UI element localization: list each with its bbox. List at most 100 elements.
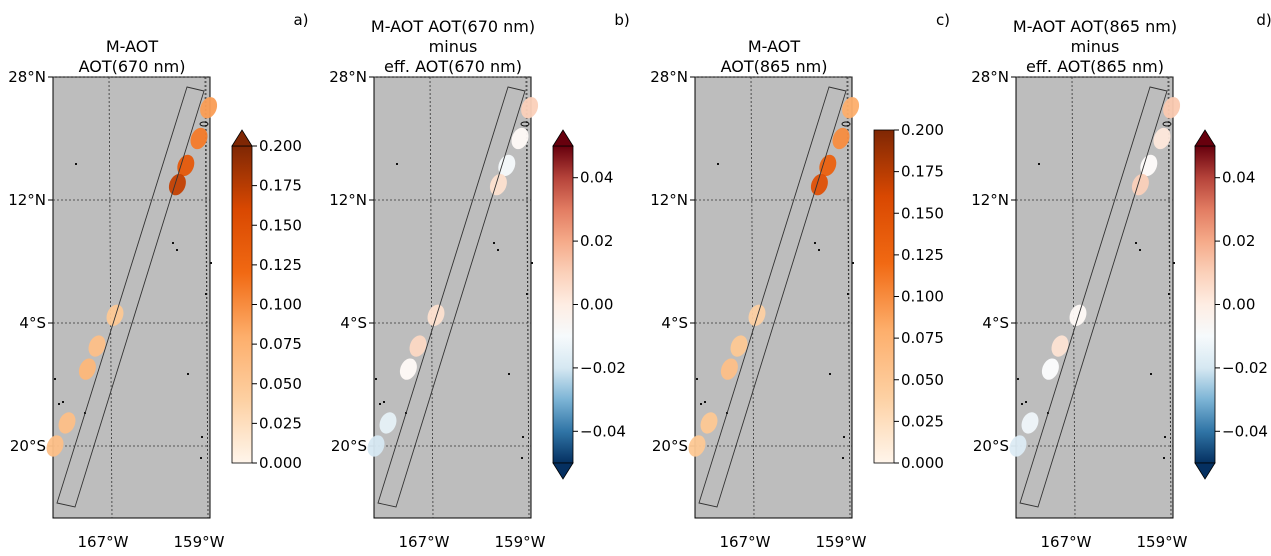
aot-cluster <box>399 358 417 380</box>
aot-cluster <box>409 335 427 357</box>
island <box>1150 373 1152 375</box>
aot-cluster <box>379 412 397 434</box>
island <box>1168 293 1170 295</box>
panel-label: c) <box>936 11 950 29</box>
aot-cluster <box>1153 127 1171 150</box>
lon-gridline <box>846 76 851 519</box>
lat-tick-label: 4°S <box>982 314 1009 332</box>
lon-gridline <box>429 76 434 519</box>
island <box>58 403 60 405</box>
lon-gridline <box>847 76 851 519</box>
colorbar-extend-min <box>1194 462 1216 480</box>
island <box>1139 249 1141 251</box>
panel-title-line: AOT(670 nm) <box>79 57 186 76</box>
island <box>200 457 202 459</box>
colorbar-extend-max <box>231 129 253 147</box>
island <box>187 373 189 375</box>
aot-cluster <box>427 304 445 326</box>
colorbar-extend-min <box>552 462 574 480</box>
colorbar-tick-label: 0.075 <box>901 329 944 347</box>
lat-tick-label: 20°S <box>10 437 46 455</box>
map-ocean <box>52 76 211 519</box>
island <box>1135 242 1137 244</box>
island <box>508 373 510 375</box>
colorbar-extend-max <box>1194 129 1216 147</box>
colorbar <box>1194 145 1216 464</box>
panel-title-line: minus <box>429 37 478 56</box>
aot-cluster <box>1163 97 1181 119</box>
island <box>1021 403 1023 405</box>
island <box>205 293 207 295</box>
colorbar-tick-label: 0.200 <box>259 137 302 155</box>
colorbar-tick-label: 0.00 <box>1222 296 1255 314</box>
swath-outline <box>1019 86 1168 508</box>
panel-title-line: M-AOT AOT(865 nm) <box>1013 17 1177 36</box>
panel-title-line: eff. AOT(670 nm) <box>384 57 522 76</box>
island <box>843 436 845 438</box>
aot-cluster <box>46 435 64 457</box>
colorbar-tick-label: 0.04 <box>1222 169 1255 187</box>
island <box>841 121 851 127</box>
lon-tick-label: 159°W <box>495 533 546 551</box>
lon-gridline <box>108 76 113 519</box>
lat-tick-label: 28°N <box>971 68 1009 86</box>
lon-tick-label: 167°W <box>399 533 450 551</box>
lat-tick-label: 12°N <box>8 191 46 209</box>
lon-gridline <box>1168 76 1172 519</box>
lon-tick-label: 167°W <box>1041 533 1092 551</box>
island <box>717 163 719 165</box>
lat-tick-label: 4°S <box>661 314 688 332</box>
lon-gridline <box>525 76 530 519</box>
island <box>829 373 831 375</box>
aot-cluster <box>498 154 516 177</box>
island <box>54 378 56 380</box>
aot-cluster <box>748 304 766 326</box>
island <box>383 401 385 403</box>
map-ocean <box>694 76 853 519</box>
colorbar-tick-label: 0.150 <box>259 216 302 234</box>
colorbar-tick-label: −0.02 <box>1222 359 1268 377</box>
island <box>842 457 844 459</box>
island <box>1173 262 1175 264</box>
aot-cluster <box>832 127 850 150</box>
lat-tick-label: 20°S <box>331 437 367 455</box>
colorbar-tick-label: −0.02 <box>580 359 626 377</box>
colorbar-tick-label: 0.000 <box>901 454 944 472</box>
lat-tick-label: 28°N <box>329 68 367 86</box>
aot-cluster <box>190 127 208 150</box>
lat-tick-label: 12°N <box>329 191 367 209</box>
island <box>396 163 398 165</box>
island <box>814 242 816 244</box>
panel-title-line: AOT(865 nm) <box>721 57 828 76</box>
colorbar-tick-label: 0.04 <box>580 169 613 187</box>
lon-gridline <box>750 76 755 519</box>
aot-cluster <box>521 97 539 119</box>
panel-title-line: M-AOT <box>106 37 158 56</box>
lon-gridline <box>1167 76 1172 519</box>
island <box>497 249 499 251</box>
aot-cluster <box>78 358 96 380</box>
island <box>1017 378 1019 380</box>
swath-outline <box>377 86 526 508</box>
colorbar-tick-label: 0.125 <box>259 256 302 274</box>
panel-title-line: M-AOT AOT(670 nm) <box>371 17 535 36</box>
aot-cluster <box>1069 304 1087 326</box>
island <box>704 401 706 403</box>
lon-tick-label: 159°W <box>174 533 225 551</box>
lat-tick-label: 28°N <box>8 68 46 86</box>
colorbar-tick-label: 0.050 <box>901 371 944 389</box>
lat-tick-label: 20°S <box>973 437 1009 455</box>
lon-tick-label: 167°W <box>720 533 771 551</box>
aot-cluster <box>1140 154 1158 177</box>
aot-cluster <box>730 335 748 357</box>
island <box>493 242 495 244</box>
aot-cluster <box>1051 335 1069 357</box>
colorbar-extend-max <box>552 129 574 147</box>
island <box>847 293 849 295</box>
colorbar <box>231 145 253 464</box>
island <box>375 378 377 380</box>
island <box>379 403 381 405</box>
aot-cluster <box>88 335 106 357</box>
